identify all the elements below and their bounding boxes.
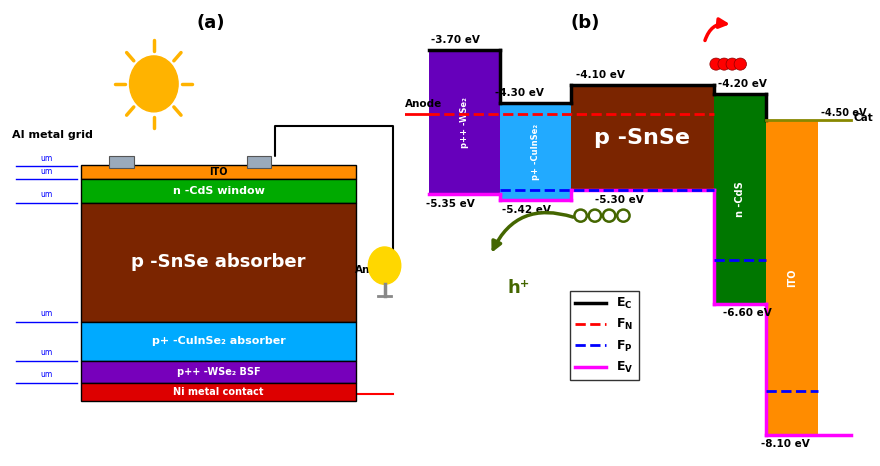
Text: um: um (40, 190, 53, 199)
Text: p++ -WSe₂: p++ -WSe₂ (459, 97, 469, 148)
Circle shape (718, 58, 730, 70)
Text: -4.10 eV: -4.10 eV (576, 70, 625, 81)
Text: -5.35 eV: -5.35 eV (426, 199, 475, 209)
Circle shape (734, 58, 746, 70)
FancyBboxPatch shape (714, 94, 766, 304)
Text: -4.30 eV: -4.30 eV (495, 88, 544, 98)
Text: um: um (40, 349, 53, 357)
Text: Ni metal contact: Ni metal contact (173, 387, 264, 397)
Text: um: um (40, 370, 53, 379)
Text: n -CdS window: n -CdS window (172, 186, 265, 196)
FancyBboxPatch shape (81, 203, 356, 322)
Text: -3.70 eV: -3.70 eV (431, 35, 480, 46)
Text: AI metal grid: AI metal grid (12, 130, 93, 140)
FancyBboxPatch shape (81, 322, 356, 361)
Text: -4.20 eV: -4.20 eV (718, 79, 767, 89)
Text: p -SnSe absorber: p -SnSe absorber (131, 253, 306, 271)
Text: ITO: ITO (787, 268, 797, 287)
Text: -5.30 eV: -5.30 eV (595, 195, 643, 205)
Text: Cat: Cat (854, 113, 874, 123)
FancyBboxPatch shape (81, 165, 356, 179)
Text: (a): (a) (196, 14, 224, 32)
Text: p++ -WSe₂ BSF: p++ -WSe₂ BSF (177, 367, 260, 377)
Text: Anode: Anode (405, 99, 442, 109)
Circle shape (710, 58, 722, 70)
Text: (b): (b) (571, 14, 600, 32)
Text: h⁺: h⁺ (508, 279, 530, 296)
Circle shape (129, 56, 178, 112)
Text: Anode: Anode (356, 265, 392, 275)
FancyBboxPatch shape (81, 361, 356, 383)
Text: -5.42 eV: -5.42 eV (502, 205, 551, 215)
FancyBboxPatch shape (247, 156, 271, 168)
Text: um: um (40, 309, 53, 318)
FancyBboxPatch shape (500, 103, 571, 200)
FancyBboxPatch shape (109, 156, 134, 168)
Text: n -CdS: n -CdS (735, 181, 744, 217)
Text: -6.60 eV: -6.60 eV (723, 308, 772, 318)
FancyBboxPatch shape (429, 50, 500, 194)
Legend: $\mathbf{E_C}$, $\mathbf{F_N}$, $\mathbf{F_P}$, $\mathbf{E_V}$: $\mathbf{E_C}$, $\mathbf{F_N}$, $\mathbf… (570, 291, 639, 380)
FancyBboxPatch shape (571, 85, 714, 190)
Text: -8.10 eV: -8.10 eV (761, 439, 810, 450)
Text: ITO: ITO (209, 167, 228, 178)
FancyBboxPatch shape (766, 120, 818, 435)
Text: p -SnSe: p -SnSe (594, 128, 691, 148)
Text: um: um (40, 154, 53, 163)
Text: p+ -CuInSe₂: p+ -CuInSe₂ (531, 123, 540, 179)
FancyBboxPatch shape (81, 383, 356, 401)
Circle shape (726, 58, 738, 70)
FancyBboxPatch shape (81, 179, 356, 203)
Circle shape (369, 247, 400, 284)
Text: -4.50 eV: -4.50 eV (821, 108, 866, 118)
Text: um: um (40, 167, 53, 176)
Text: p+ -CuInSe₂ absorber: p+ -CuInSe₂ absorber (151, 336, 285, 346)
